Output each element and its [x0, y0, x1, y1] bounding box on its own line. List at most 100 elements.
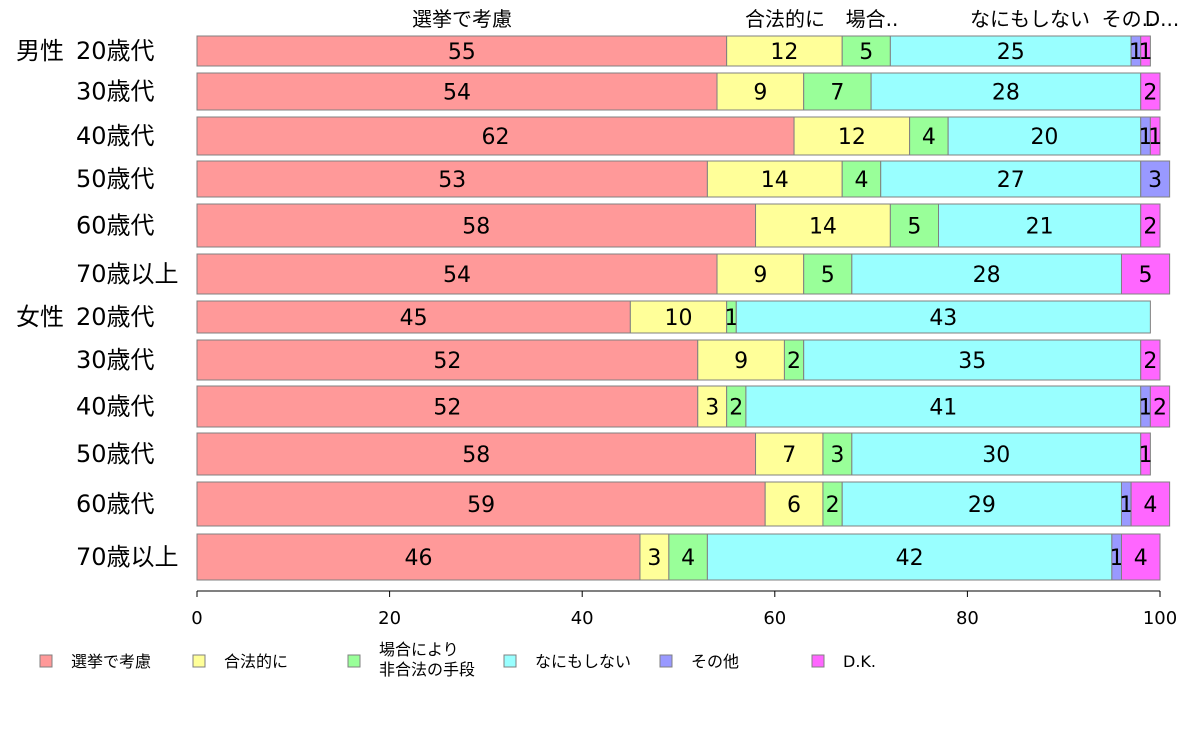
data-label: 12 [838, 125, 866, 150]
series-top-labels: 選挙で考慮 合法的に 場合.. なにもしない その..D... [412, 7, 1179, 31]
data-label: 6 [787, 493, 801, 518]
data-label: 2 [787, 349, 801, 374]
category-label: 70歳以上 [76, 543, 179, 571]
data-label: 14 [761, 168, 789, 193]
group-label: 女性 [16, 303, 64, 331]
data-label: 9 [753, 81, 767, 106]
data-label: 58 [462, 443, 490, 468]
legend: 選挙で考慮 合法的に 場合により非合法の手段 なにもしない その他 D.K. [39, 640, 876, 679]
data-label: 46 [404, 546, 432, 571]
data-label: 5 [1139, 263, 1153, 288]
legend-label: その他 [691, 652, 739, 671]
data-label: 28 [992, 81, 1020, 106]
legend-swatch [811, 654, 825, 668]
bar-segment [889, 35, 1132, 67]
data-label: 41 [929, 396, 957, 421]
category-label: 30歳代 [76, 78, 155, 106]
bar-segment [851, 432, 1142, 476]
data-label: 5 [859, 40, 873, 65]
data-label: 2 [729, 396, 743, 421]
data-label: 3 [647, 546, 661, 571]
bar-segment [1140, 35, 1151, 67]
top-label-0: 選挙で考慮 [412, 7, 512, 31]
category-label: 40歳代 [76, 393, 155, 421]
data-label: 4 [681, 546, 695, 571]
bar-segment [735, 300, 1151, 334]
bar-segment [938, 203, 1142, 248]
data-label: 5 [907, 215, 921, 240]
category-label: 20歳代 [76, 303, 155, 331]
legend-label: なにもしない [535, 652, 631, 671]
bar-segment [706, 533, 1113, 581]
x-tick-label: 20 [378, 608, 401, 629]
data-label: 2 [1153, 396, 1167, 421]
data-label: 3 [1148, 168, 1162, 193]
category-label: 60歳代 [76, 490, 155, 518]
x-tick-label: 60 [763, 608, 786, 629]
bar-segment [196, 432, 757, 476]
data-label: 54 [443, 81, 471, 106]
bar-segment [629, 300, 728, 334]
bar-segment [697, 385, 728, 428]
data-label: 52 [433, 396, 461, 421]
data-label: 54 [443, 263, 471, 288]
data-label: 45 [400, 306, 428, 331]
data-label: 42 [896, 546, 924, 571]
data-label: 7 [782, 443, 796, 468]
top-label-1: 合法的に [745, 7, 825, 31]
data-label: 52 [433, 349, 461, 374]
legend-label: 選挙で考慮 [71, 652, 151, 671]
legend-swatch [503, 654, 517, 668]
data-label: 5 [821, 263, 835, 288]
data-label: 1 [724, 306, 738, 331]
data-label: 1 [1139, 443, 1153, 468]
bar-segment [639, 533, 670, 581]
top-label-2: 場合.. [846, 7, 899, 31]
category-label: 70歳以上 [76, 260, 179, 288]
data-label: 4 [1143, 493, 1157, 518]
legend-swatch [39, 654, 53, 668]
bar-segment [822, 432, 853, 476]
bar-segment [726, 35, 843, 67]
legend-swatch [192, 654, 206, 668]
data-label: 10 [665, 306, 693, 331]
bar-segment [196, 533, 641, 581]
data-label: 30 [982, 443, 1010, 468]
bar-segment [716, 253, 805, 295]
data-label: 4 [1134, 546, 1148, 571]
data-label: 29 [968, 493, 996, 518]
data-label: 2 [1143, 81, 1157, 106]
top-label-3: なにもしない [970, 7, 1090, 31]
data-label: 27 [997, 168, 1025, 193]
data-label: 2 [1143, 349, 1157, 374]
legend-swatch [659, 654, 673, 668]
data-label: 4 [854, 168, 868, 193]
bar-segment [1120, 533, 1161, 581]
bar-segment [1140, 72, 1161, 111]
data-label: 12 [770, 40, 798, 65]
bar-segment [803, 72, 872, 111]
bar-segment [196, 300, 631, 334]
data-label: 43 [929, 306, 957, 331]
bar-segment [196, 481, 766, 527]
bar-segment [841, 35, 891, 67]
bar-segment [1140, 339, 1161, 381]
bar-segment [880, 160, 1142, 198]
category-label: 30歳代 [76, 346, 155, 374]
bar-segment [889, 203, 940, 248]
bar-segment [947, 116, 1142, 156]
x-axis: 0 20 40 60 80 100 [191, 590, 1177, 629]
category-label: 50歳代 [76, 440, 155, 468]
bar-segment [793, 116, 911, 156]
x-tick-label: 40 [571, 608, 594, 629]
data-label: 28 [973, 263, 1001, 288]
data-label: 2 [826, 493, 840, 518]
bar-segment [697, 339, 785, 381]
bar-segment [1149, 116, 1161, 156]
bar-segment [196, 116, 795, 156]
data-label: 9 [734, 349, 748, 374]
category-label: 20歳代 [76, 37, 155, 65]
